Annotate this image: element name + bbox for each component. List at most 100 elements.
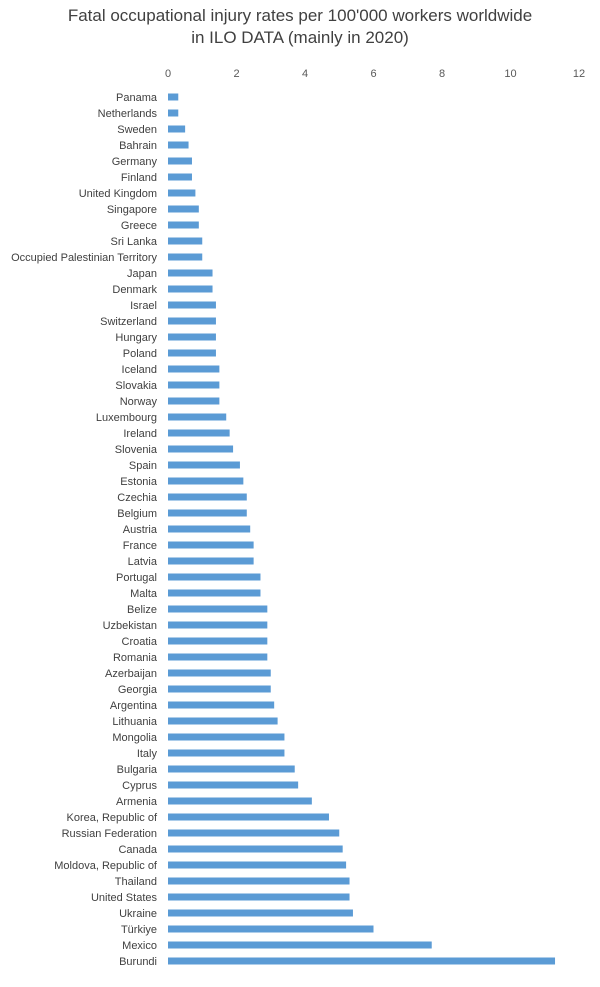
bar [168, 877, 350, 885]
category-label: Occupied Palestinian Territory [11, 252, 157, 264]
category-label: Sri Lanka [111, 236, 158, 248]
chart-title-line-1: Fatal occupational injury rates per 100'… [67, 6, 533, 25]
category-label: Austria [123, 524, 158, 536]
category-label: Ireland [123, 428, 157, 440]
x-axis-ticks: 0 2 4 6 8 10 12 [165, 68, 585, 80]
bar [168, 605, 268, 613]
bar [168, 397, 220, 405]
bar [168, 749, 285, 757]
bar [168, 93, 179, 101]
bar [168, 253, 203, 261]
category-label: Luxembourg [96, 412, 157, 424]
category-label: Netherlands [98, 108, 158, 120]
chart-title-line-2: in ILO DATA (mainly in 2020) [191, 28, 409, 47]
category-label: Lithuania [112, 716, 158, 728]
category-label: Mexico [122, 940, 157, 952]
bar [168, 189, 196, 197]
category-label: Hungary [115, 332, 157, 344]
bar [168, 957, 556, 965]
category-label: Azerbaijan [105, 668, 157, 680]
category-label: Israel [130, 300, 157, 312]
category-label: Korea, Republic of [67, 812, 158, 824]
x-tick-label: 10 [504, 68, 516, 80]
bar [168, 429, 230, 437]
bar [168, 381, 220, 389]
bar [168, 621, 268, 629]
category-label: Switzerland [100, 316, 157, 328]
bar [168, 109, 179, 117]
bar [168, 221, 199, 229]
bar [168, 701, 275, 709]
x-tick-label: 12 [573, 68, 585, 80]
category-label: Poland [123, 348, 157, 360]
category-label: Estonia [120, 476, 158, 488]
bar [168, 237, 203, 245]
bar [168, 269, 213, 277]
category-label: Bulgaria [117, 764, 158, 776]
category-label: Spain [129, 460, 157, 472]
bar [168, 653, 268, 661]
category-label: Ukraine [119, 908, 157, 920]
bar [168, 557, 254, 565]
category-label: United Kingdom [79, 188, 157, 200]
category-label: Belize [127, 604, 157, 616]
category-label: Italy [137, 748, 158, 760]
category-label: Mongolia [112, 732, 158, 744]
category-label: Russian Federation [62, 828, 157, 840]
bar [168, 909, 353, 917]
x-tick-label: 4 [302, 68, 308, 80]
bar [168, 365, 220, 373]
bar [168, 525, 251, 533]
category-label: Czechia [117, 492, 158, 504]
category-label: Sweden [117, 124, 157, 136]
bar [168, 141, 189, 149]
bar [168, 477, 244, 485]
bar [168, 285, 213, 293]
category-label: Germany [112, 156, 158, 168]
category-label: Slovakia [115, 380, 157, 392]
bar [168, 205, 199, 213]
bar [168, 717, 278, 725]
bar [168, 573, 261, 581]
bar [168, 333, 216, 341]
category-label: Moldova, Republic of [54, 860, 158, 872]
bar [168, 685, 271, 693]
category-label: Türkiye [121, 924, 157, 936]
category-label: Malta [130, 588, 158, 600]
category-label: Canada [118, 844, 157, 856]
bar [168, 893, 350, 901]
category-label: Greece [121, 220, 157, 232]
category-label: Japan [127, 268, 157, 280]
category-label: Cyprus [122, 780, 157, 792]
category-label: Iceland [122, 364, 157, 376]
x-tick-label: 8 [439, 68, 445, 80]
bar [168, 589, 261, 597]
category-label: Latvia [128, 556, 158, 568]
category-label: Denmark [112, 284, 157, 296]
category-label: Romania [113, 652, 158, 664]
bar [168, 445, 234, 453]
bar [168, 781, 299, 789]
bar [168, 413, 227, 421]
category-label: France [123, 540, 157, 552]
bar [168, 301, 216, 309]
category-label: Georgia [118, 684, 158, 696]
category-label: Thailand [115, 876, 157, 888]
x-tick-label: 6 [370, 68, 376, 80]
category-label: Norway [120, 396, 158, 408]
category-label: Uzbekistan [103, 620, 157, 632]
category-label: Portugal [116, 572, 157, 584]
category-label: Bahrain [119, 140, 157, 152]
bar [168, 461, 240, 469]
bar [168, 509, 247, 517]
x-tick-label: 2 [233, 68, 239, 80]
category-label: Belgium [117, 508, 157, 520]
chart-title: Fatal occupational injury rates per 100'… [0, 5, 600, 49]
bar [168, 829, 340, 837]
bar [168, 637, 268, 645]
category-label: Croatia [122, 636, 158, 648]
bar [168, 157, 192, 165]
category-label: Panama [116, 92, 158, 104]
category-label: United States [91, 892, 158, 904]
